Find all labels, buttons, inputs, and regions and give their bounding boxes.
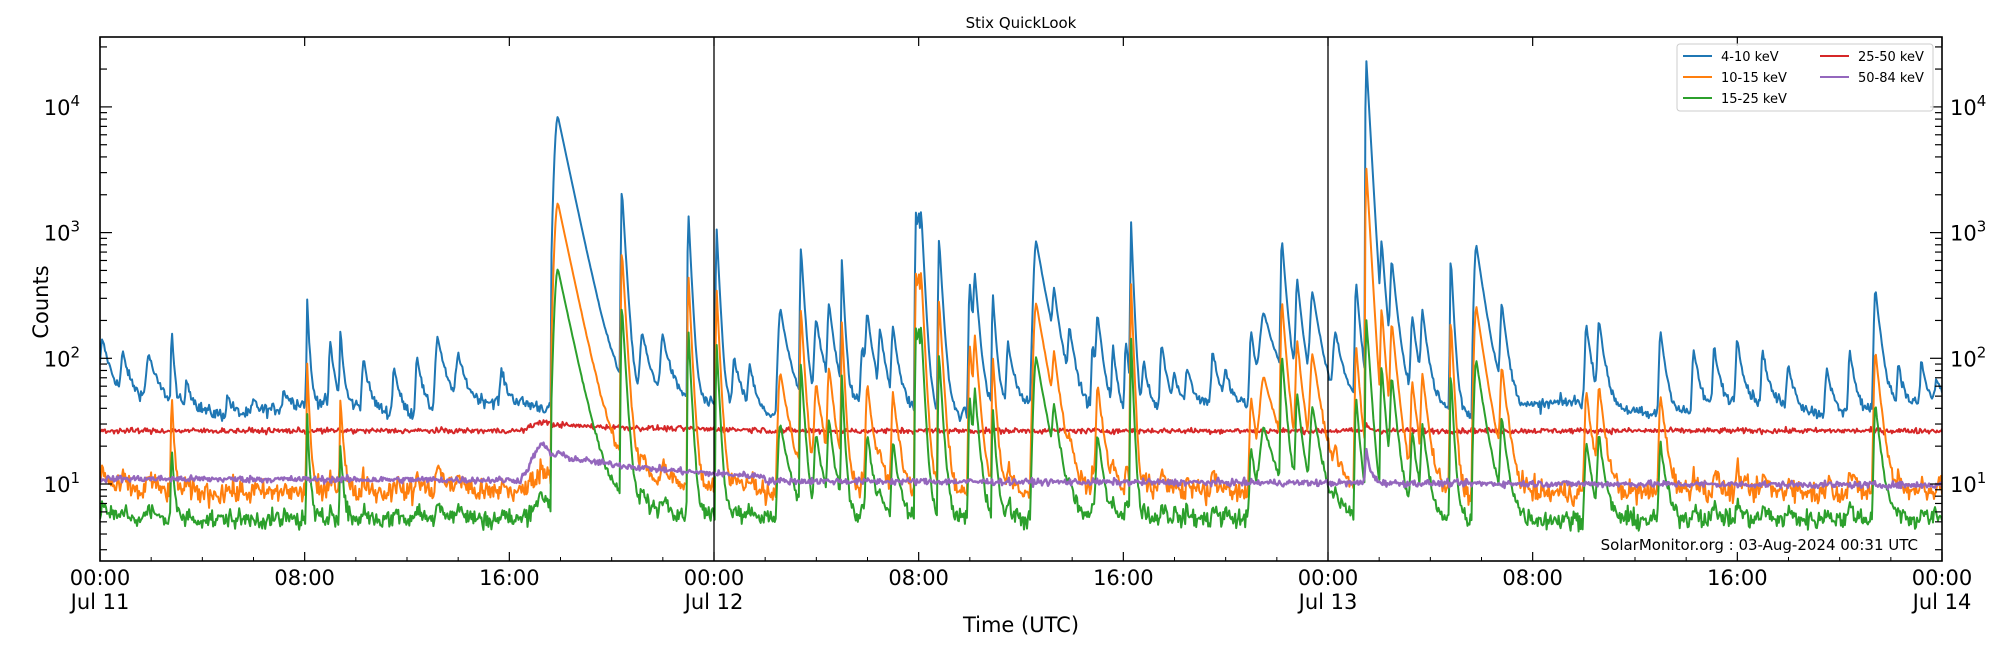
series-50-84-kev — [100, 441, 1942, 491]
legend-label: 25-50 keV — [1858, 50, 1924, 65]
legend-label: 15-25 keV — [1721, 92, 1787, 107]
x-tick-label: 16:00 — [479, 566, 540, 590]
legend: 4-10 keV 10-15 keV 15-25 keV 25-50 keV 5… — [1676, 43, 1934, 112]
y-axis-ticks: 101 101 102 102 103 103 104 104 — [44, 46, 1986, 551]
y-tick-label: 102 — [1950, 343, 1986, 371]
chart-title: Stix QuickLook — [966, 14, 1077, 32]
x-tick-date: Jul 12 — [683, 590, 744, 614]
legend-entry-15-25kev: 15-25 keV — [1683, 92, 1787, 107]
x-tick-label: 08:00 — [888, 566, 949, 590]
x-tick-label: 08:00 — [274, 566, 335, 590]
legend-entry-25-50kev: 25-50 keV — [1820, 50, 1924, 65]
x-tick-label: 08:00 — [1502, 566, 1563, 590]
x-axis-label: Time (UTC) — [962, 613, 1079, 637]
series-10-15-kev — [100, 167, 1942, 509]
series-15-25-kev — [100, 268, 1942, 533]
y-tick-label: 104 — [44, 92, 80, 120]
legend-label: 50-84 keV — [1858, 71, 1924, 86]
legend-label: 10-15 keV — [1721, 71, 1787, 86]
series-25-50-kev — [100, 419, 1942, 436]
x-tick-label: 00:00 — [1298, 566, 1359, 590]
y-tick-label: 104 — [1950, 92, 1986, 120]
y-tick-label: 102 — [44, 343, 80, 371]
day-boundary-lines — [713, 37, 1329, 561]
x-tick-date: Jul 11 — [69, 590, 130, 614]
legend-entry-10-15kev: 10-15 keV — [1683, 71, 1787, 86]
y-tick-label: 103 — [44, 218, 80, 246]
x-tick-label: 00:00 — [684, 566, 745, 590]
x-tick-date: Jul 14 — [1911, 590, 1972, 614]
legend-entry-50-84kev: 50-84 keV — [1820, 71, 1924, 86]
x-tick-label: 16:00 — [1093, 566, 1154, 590]
y-tick-label: 103 — [1950, 218, 1986, 246]
watermark: SolarMonitor.org : 03-Aug-2024 00:31 UTC — [1601, 536, 1918, 554]
legend-label: 4-10 keV — [1721, 50, 1779, 65]
x-tick-label: 00:00 — [70, 566, 131, 590]
x-tick-label: 16:00 — [1707, 566, 1768, 590]
series-layer — [100, 60, 1942, 533]
legend-box — [1676, 43, 1934, 112]
y-axis-label: Counts — [29, 265, 53, 338]
y-tick-label: 101 — [1950, 469, 1986, 497]
x-tick-date: Jul 13 — [1297, 590, 1358, 614]
legend-entry-4-10kev: 4-10 keV — [1683, 50, 1779, 65]
y-tick-label: 101 — [44, 469, 80, 497]
series-4-10-kev — [100, 60, 1942, 422]
x-tick-label: 00:00 — [1912, 566, 1973, 590]
